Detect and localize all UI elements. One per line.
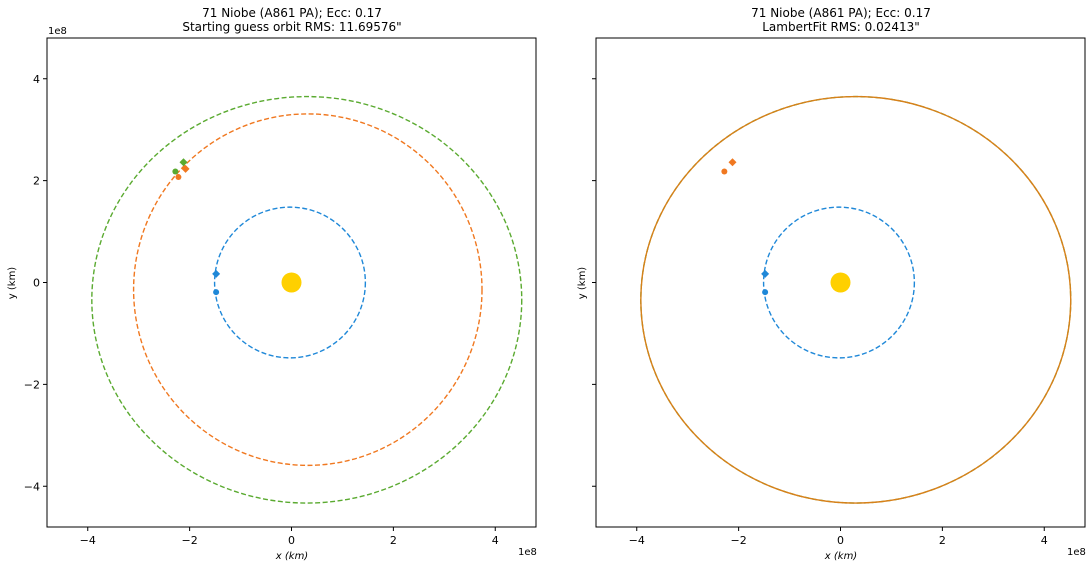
orbit-path [213,206,367,359]
orbit-path [132,113,483,467]
position-diamond-marker [761,269,770,278]
panel-title: 71 Niobe (A861 PA); Ecc: 0.17 [751,6,931,20]
position-dot-marker [172,168,179,175]
plot-frame [595,37,1086,528]
position-diamond-marker [728,158,737,167]
position-dot-marker [213,289,220,296]
orbit-path [91,95,523,504]
panel-title: 71 Niobe (A861 PA); Ecc: 0.17 [202,6,382,20]
y-tick-label: 4 [33,73,40,86]
y-axis-label: y (km) [7,267,18,300]
x-tick-label: 0 [837,534,844,547]
y-offset-label: 1e8 [48,26,67,37]
orbit-path [640,95,1072,504]
position-dot-marker [175,174,182,181]
x-tick-label: 2 [390,534,397,547]
y-tick-label: −4 [24,480,40,493]
x-tick-label: 0 [288,534,295,547]
orbit-path [640,95,1072,504]
sun-marker [281,272,302,293]
position-diamond-marker [181,164,190,173]
position-diamond-marker [179,158,188,167]
position-dot-marker [762,289,769,296]
orbit-path [762,206,916,359]
y-tick-label: −2 [24,378,40,391]
x-offset-label: 1e8 [518,547,537,558]
panel-subtitle: LambertFit RMS: 0.02413" [762,20,920,34]
x-tick-label: −2 [182,534,198,547]
orbit-panel-left: 71 Niobe (A861 PA); Ecc: 0.17 Starting g… [7,6,537,562]
panel-subtitle: Starting guess orbit RMS: 11.69576" [182,20,401,34]
x-tick-label: −4 [629,534,645,547]
y-axis-label: y (km) [577,267,588,300]
x-tick-label: −2 [731,534,747,547]
plot-frame [46,37,537,528]
orbit-panel-right: 71 Niobe (A861 PA); Ecc: 0.17 LambertFit… [577,6,1086,562]
position-diamond-marker [212,269,221,278]
sun-marker [830,272,851,293]
x-offset-label: 1e8 [1067,547,1086,558]
y-tick-label: 2 [33,175,40,188]
x-axis-label: x (km) [275,551,308,562]
x-axis-label: x (km) [824,551,857,562]
x-tick-label: 2 [939,534,946,547]
y-tick-label: 0 [33,277,40,290]
x-tick-label: 4 [1041,534,1048,547]
position-dot-marker [721,168,728,175]
x-tick-label: −4 [80,534,96,547]
x-tick-label: 4 [492,534,499,547]
